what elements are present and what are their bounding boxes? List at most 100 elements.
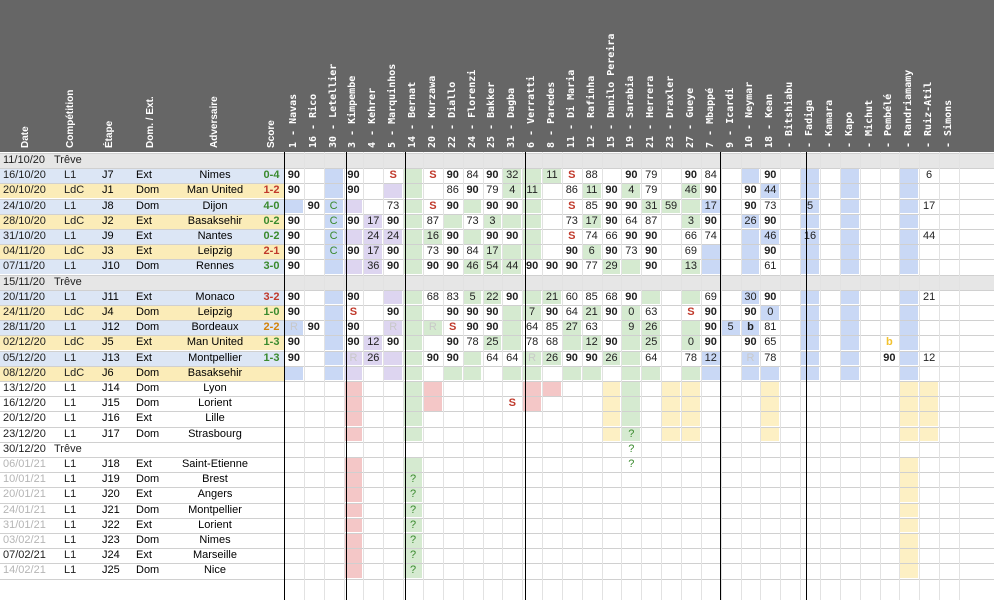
player-header[interactable]: - Kapo	[843, 111, 855, 148]
player-header[interactable]: 14 - Bernat	[407, 81, 419, 148]
player-header[interactable]: 24 - Florenzi	[466, 69, 478, 148]
player-header[interactable]: - Michut	[863, 99, 875, 148]
player-header[interactable]: 25 - Bakker	[486, 81, 498, 148]
opponent-cell: Leipzig	[197, 245, 233, 258]
column-header-date[interactable]: Date	[20, 126, 31, 148]
player-header[interactable]: 21 - Herrera	[645, 75, 657, 148]
player-minutes-cell: 5	[469, 290, 476, 303]
player-cell-background	[642, 351, 661, 366]
player-header[interactable]: 31 - Dagba	[506, 87, 518, 148]
player-minutes-cell: 90	[605, 199, 618, 212]
row-divider	[0, 168, 994, 170]
player-header[interactable]: 8 - Paredes	[545, 81, 557, 148]
column-header-venue[interactable]: Dom. / Ext.	[144, 96, 156, 148]
player-header[interactable]: 19 - Sarabia	[625, 75, 637, 148]
player-minutes-cell: 84	[466, 245, 479, 258]
player-cell-background	[741, 229, 760, 244]
row-background	[0, 198, 284, 214]
future-cell-background	[344, 411, 363, 426]
date-cell: 07/02/21	[3, 549, 46, 562]
player-minutes-cell: 90	[287, 260, 301, 273]
player-header[interactable]: 10 - Neymar	[744, 81, 756, 148]
player-minutes-cell: 90	[287, 169, 301, 182]
player-column-divider	[502, 152, 504, 600]
player-minutes-cell: ?	[409, 564, 417, 577]
youth-cell-background	[840, 305, 859, 320]
player-header[interactable]: - Simons	[942, 99, 954, 148]
player-cell-background	[443, 214, 462, 229]
player-header[interactable]: 20 - Kurzawa	[426, 75, 438, 148]
future-cell-background	[543, 381, 561, 396]
player-header[interactable]: 6 - Verratti	[526, 75, 538, 148]
player-header[interactable]: 30 - Letellier	[327, 63, 339, 148]
player-header[interactable]: - Kamara	[823, 99, 835, 148]
player-minutes-cell: 68	[426, 290, 439, 303]
player-header[interactable]: 12 - Rafinha	[585, 75, 597, 148]
player-header[interactable]: - Randriamamy	[903, 69, 915, 148]
player-cell-background	[582, 259, 601, 274]
row-divider	[0, 563, 994, 565]
player-minutes-cell: 90	[387, 306, 400, 318]
column-header-stage[interactable]: Étape	[104, 120, 115, 148]
player-cell-background	[384, 259, 403, 274]
player-header[interactable]: 22 - Diallo	[446, 81, 458, 148]
group-separator-strong	[806, 152, 807, 600]
player-minutes-cell: 85	[545, 321, 559, 334]
player-header[interactable]: 18 - Kean	[764, 93, 776, 148]
player-minutes-cell: 77	[585, 260, 598, 273]
player-header[interactable]: 23 - Draxler	[665, 75, 677, 148]
player-cell-background	[503, 290, 522, 305]
date-cell: 15/11/20	[3, 275, 46, 288]
player-minutes-cell: 6	[588, 245, 595, 258]
opponent-cell: Strasbourg	[188, 427, 242, 440]
column-header-opponent[interactable]: Adversaire	[209, 96, 220, 148]
player-header[interactable]: - Pembélé	[883, 93, 895, 148]
competition-cell: L1	[64, 397, 77, 410]
player-minutes-cell: 31	[645, 199, 658, 212]
competition-cell: L1	[64, 534, 77, 546]
player-cell-background	[463, 199, 482, 214]
player-minutes-cell: 25	[486, 336, 499, 349]
player-cell-background	[761, 335, 780, 350]
future-cell-background	[404, 411, 422, 426]
column-header-competition[interactable]: Compétition	[65, 89, 76, 148]
player-header[interactable]: 3 - Kimpembe	[347, 75, 359, 148]
player-header[interactable]: 15 - Danilo Pereira	[605, 33, 617, 148]
player-header[interactable]: - Ruiz-Atil	[923, 81, 935, 148]
stage-cell: J18	[102, 458, 120, 470]
player-header[interactable]: 16 - Rico	[307, 93, 319, 148]
player-cell-background	[324, 229, 343, 244]
future-cell-background	[900, 411, 919, 426]
player-minutes-cell: 90	[347, 245, 360, 258]
player-cell-background	[642, 320, 661, 335]
player-minutes-cell: 73	[625, 245, 638, 258]
youth-cell-background	[840, 259, 859, 274]
player-header[interactable]: 9 - Icardi	[724, 87, 736, 148]
row-background	[0, 411, 284, 427]
player-cell-background	[562, 214, 581, 229]
competition-cell: L1	[64, 549, 77, 562]
player-minutes-cell: 90	[466, 321, 479, 334]
player-header[interactable]: 27 - Gueye	[684, 87, 696, 148]
player-cell-background	[285, 168, 303, 183]
player-minutes-cell: b	[886, 336, 893, 349]
column-header-score[interactable]: Score	[265, 120, 277, 148]
score-cell	[259, 427, 284, 442]
player-header[interactable]: 5 - Marquinhos	[387, 63, 399, 148]
player-header[interactable]: 4 - Kehrer	[367, 87, 379, 148]
player-minutes-cell: 44	[922, 230, 936, 242]
player-cell-background	[404, 244, 422, 259]
competition-cell: L1	[64, 488, 77, 501]
competition-cell: Trêve	[54, 154, 82, 166]
player-header[interactable]: 1 - Navas	[287, 93, 299, 148]
player-header[interactable]: 11 - Di Maria	[565, 69, 577, 148]
stage-cell: J20	[102, 488, 120, 501]
player-header[interactable]: - Bitshiabu	[784, 81, 796, 148]
row-background	[0, 457, 284, 472]
player-header[interactable]: 7 - Mbappé	[704, 87, 716, 148]
future-cell-background	[344, 427, 363, 442]
player-header[interactable]: - Fadiga	[804, 99, 816, 148]
row-divider	[0, 305, 994, 306]
player-cell-background	[622, 335, 641, 350]
player-minutes-cell: ?	[628, 442, 635, 455]
